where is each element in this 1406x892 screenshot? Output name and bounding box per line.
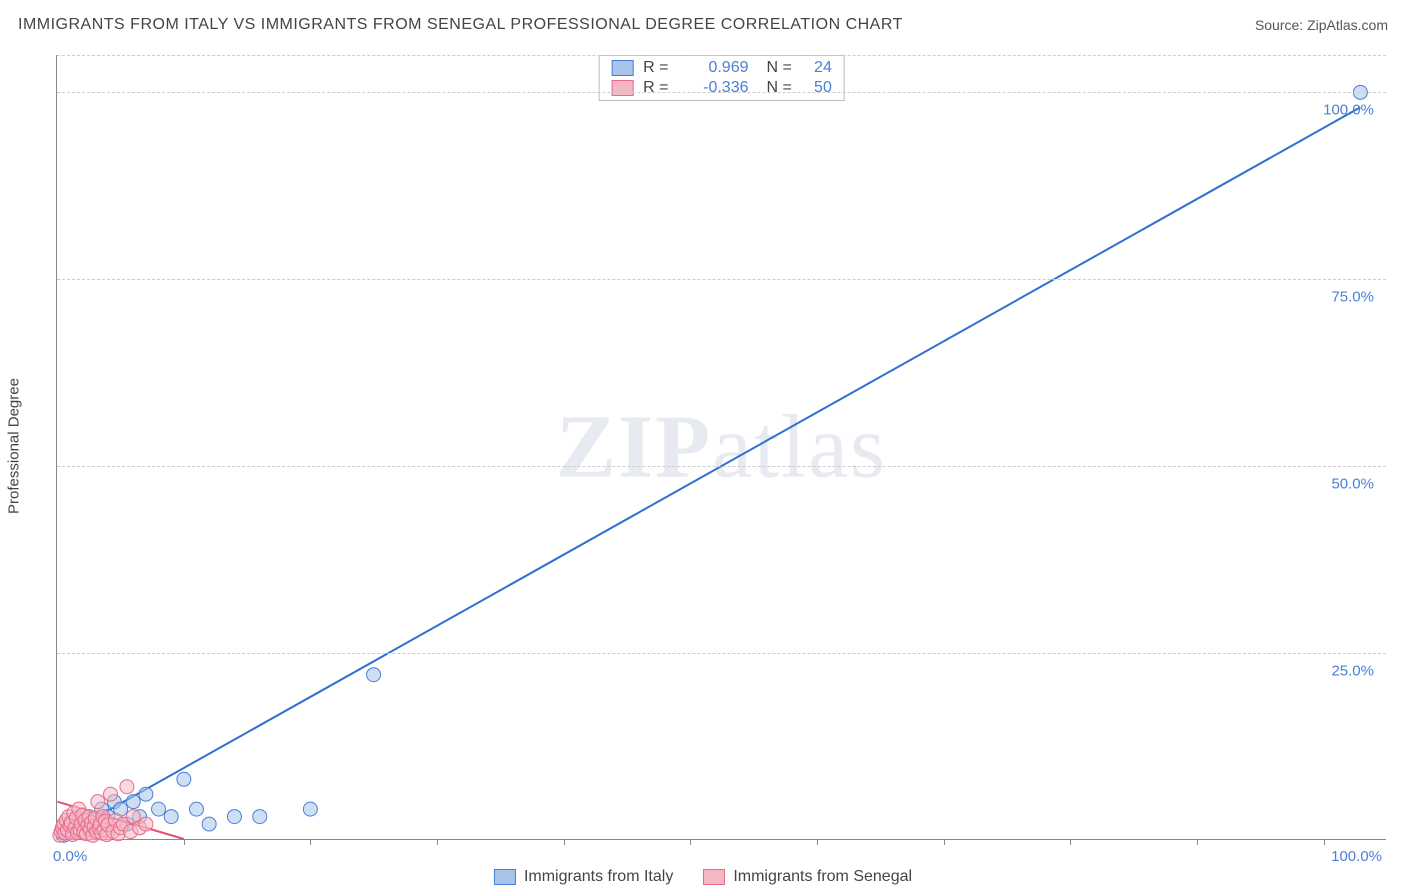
x-tick bbox=[437, 839, 438, 845]
data-point bbox=[139, 817, 153, 831]
data-point bbox=[253, 810, 267, 824]
chart-svg bbox=[57, 55, 1386, 839]
legend-swatch bbox=[494, 869, 516, 885]
chart-header: IMMIGRANTS FROM ITALY VS IMMIGRANTS FROM… bbox=[0, 0, 1406, 40]
data-point bbox=[177, 772, 191, 786]
data-point bbox=[139, 787, 153, 801]
gridline bbox=[57, 653, 1386, 654]
chart-title: IMMIGRANTS FROM ITALY VS IMMIGRANTS FROM… bbox=[18, 16, 903, 34]
r-label: R = bbox=[643, 79, 668, 97]
x-tick bbox=[310, 839, 311, 845]
n-value: 50 bbox=[802, 79, 832, 97]
legend-label: Immigrants from Italy bbox=[524, 868, 673, 886]
x-tick bbox=[184, 839, 185, 845]
x-tick bbox=[817, 839, 818, 845]
data-point bbox=[202, 817, 216, 831]
x-tick bbox=[1197, 839, 1198, 845]
data-point bbox=[120, 780, 134, 794]
x-tick bbox=[1324, 839, 1325, 845]
data-point bbox=[303, 802, 317, 816]
data-point bbox=[164, 810, 178, 824]
r-value: -0.336 bbox=[679, 79, 749, 97]
y-axis-label: Professional Degree bbox=[6, 378, 23, 514]
n-value: 24 bbox=[802, 59, 832, 77]
r-value: 0.969 bbox=[679, 59, 749, 77]
legend-swatch bbox=[611, 80, 633, 96]
y-tick-label: 75.0% bbox=[1331, 289, 1374, 306]
gridline bbox=[57, 55, 1386, 56]
correlation-legend: R = 0.969 N = 24 R = -0.336 N = 50 bbox=[598, 55, 845, 101]
legend-item: Immigrants from Senegal bbox=[703, 868, 912, 886]
chart-source: Source: ZipAtlas.com bbox=[1255, 17, 1388, 33]
data-point bbox=[190, 802, 204, 816]
data-point bbox=[152, 802, 166, 816]
series-legend: Immigrants from Italy Immigrants from Sen… bbox=[494, 868, 912, 886]
n-label: N = bbox=[767, 59, 792, 77]
data-point bbox=[91, 795, 105, 809]
legend-item: Immigrants from Italy bbox=[494, 868, 673, 886]
data-point bbox=[227, 810, 241, 824]
plot-area: ZIPatlas R =0.969N =24R =-0.336N =50 25.… bbox=[56, 55, 1386, 840]
x-tick-label-min: 0.0% bbox=[53, 848, 87, 865]
n-label: N = bbox=[767, 79, 792, 97]
x-tick bbox=[564, 839, 565, 845]
legend-label: Immigrants from Senegal bbox=[733, 868, 912, 886]
trend-line bbox=[57, 107, 1360, 839]
legend-swatch bbox=[611, 60, 633, 76]
gridline bbox=[57, 466, 1386, 467]
gridline bbox=[57, 92, 1386, 93]
data-point bbox=[126, 795, 140, 809]
r-label: R = bbox=[643, 59, 668, 77]
y-tick-label: 100.0% bbox=[1323, 102, 1374, 119]
x-tick bbox=[690, 839, 691, 845]
legend-row: R = -0.336 N = 50 bbox=[599, 78, 844, 98]
data-point bbox=[367, 668, 381, 682]
gridline bbox=[57, 279, 1386, 280]
x-tick bbox=[1070, 839, 1071, 845]
data-point bbox=[103, 787, 117, 801]
y-tick-label: 25.0% bbox=[1331, 663, 1374, 680]
legend-row: R = 0.969 N = 24 bbox=[599, 58, 844, 78]
x-tick bbox=[944, 839, 945, 845]
y-tick-label: 50.0% bbox=[1331, 476, 1374, 493]
legend-swatch bbox=[703, 869, 725, 885]
x-tick-label-max: 100.0% bbox=[1331, 848, 1382, 865]
